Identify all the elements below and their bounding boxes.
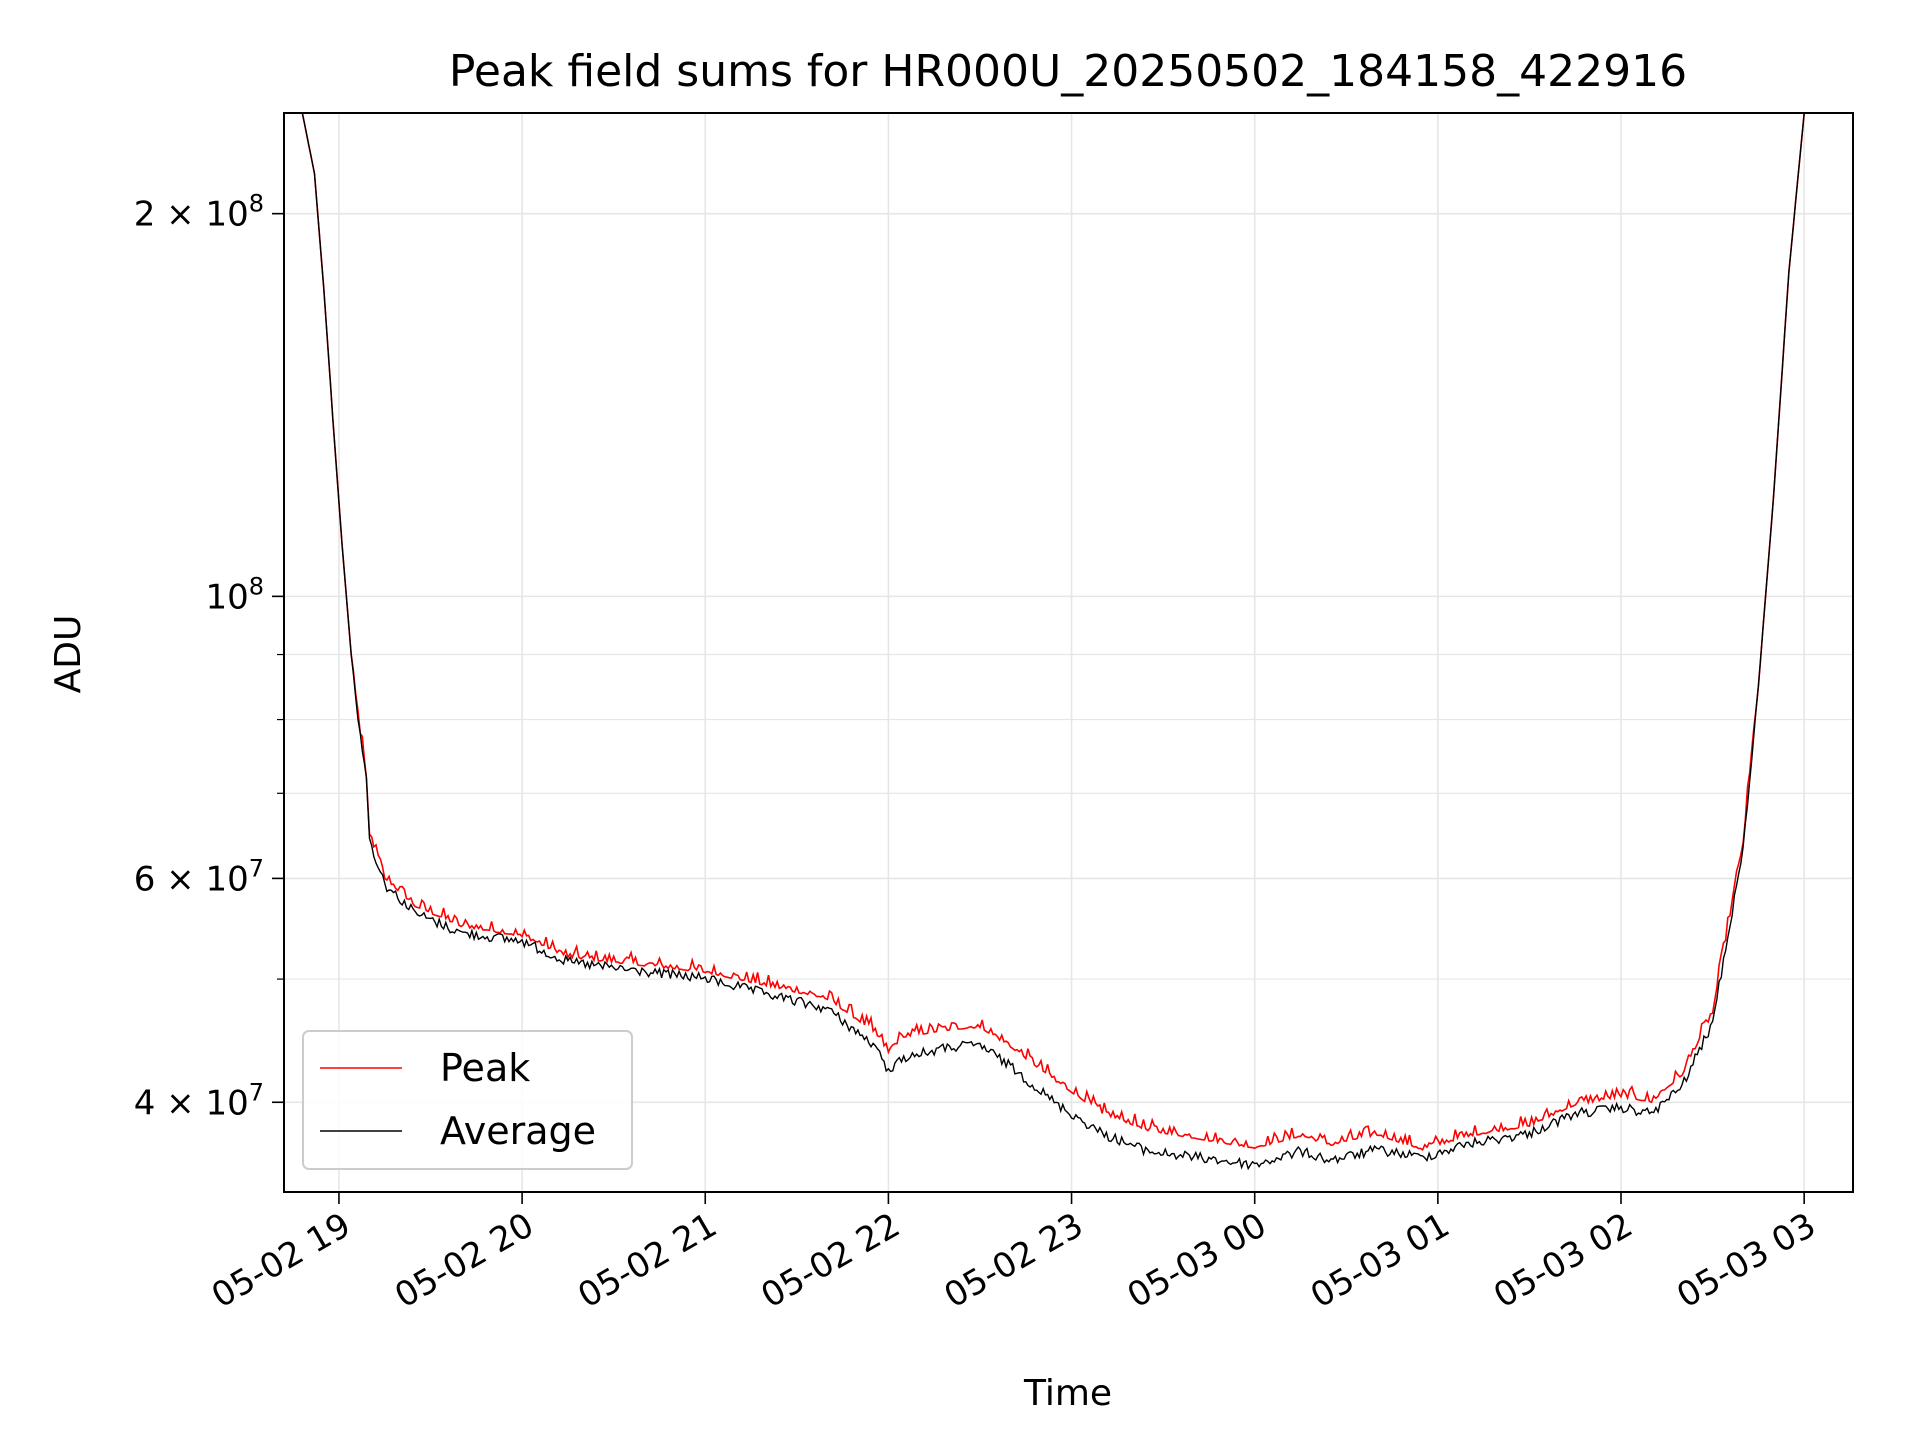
- series-line-average: [301, 113, 1805, 1171]
- legend-label-peak: Peak: [440, 1046, 530, 1090]
- legend-box: [302, 1030, 633, 1170]
- grid: [284, 113, 1853, 1192]
- y-axis-label: ADU: [48, 615, 89, 694]
- legend-label-average: Average: [440, 1109, 596, 1153]
- y-tick-label-3: 4 × 107: [134, 1078, 264, 1123]
- x-axis-label: Time: [1023, 1373, 1112, 1414]
- y-tick-label-2: 6 × 107: [134, 854, 264, 899]
- series-line-peak: [301, 113, 1805, 1151]
- y-tick-label-0: 2 × 108: [134, 190, 264, 235]
- legend: Peak Average: [302, 1030, 633, 1170]
- chart-title: Peak field sums for HR000U_20250502_1841…: [449, 46, 1687, 97]
- series-layer: [301, 113, 1805, 1171]
- y-tick-label-1: 108: [205, 572, 264, 617]
- plot-frame: [283, 112, 1854, 1193]
